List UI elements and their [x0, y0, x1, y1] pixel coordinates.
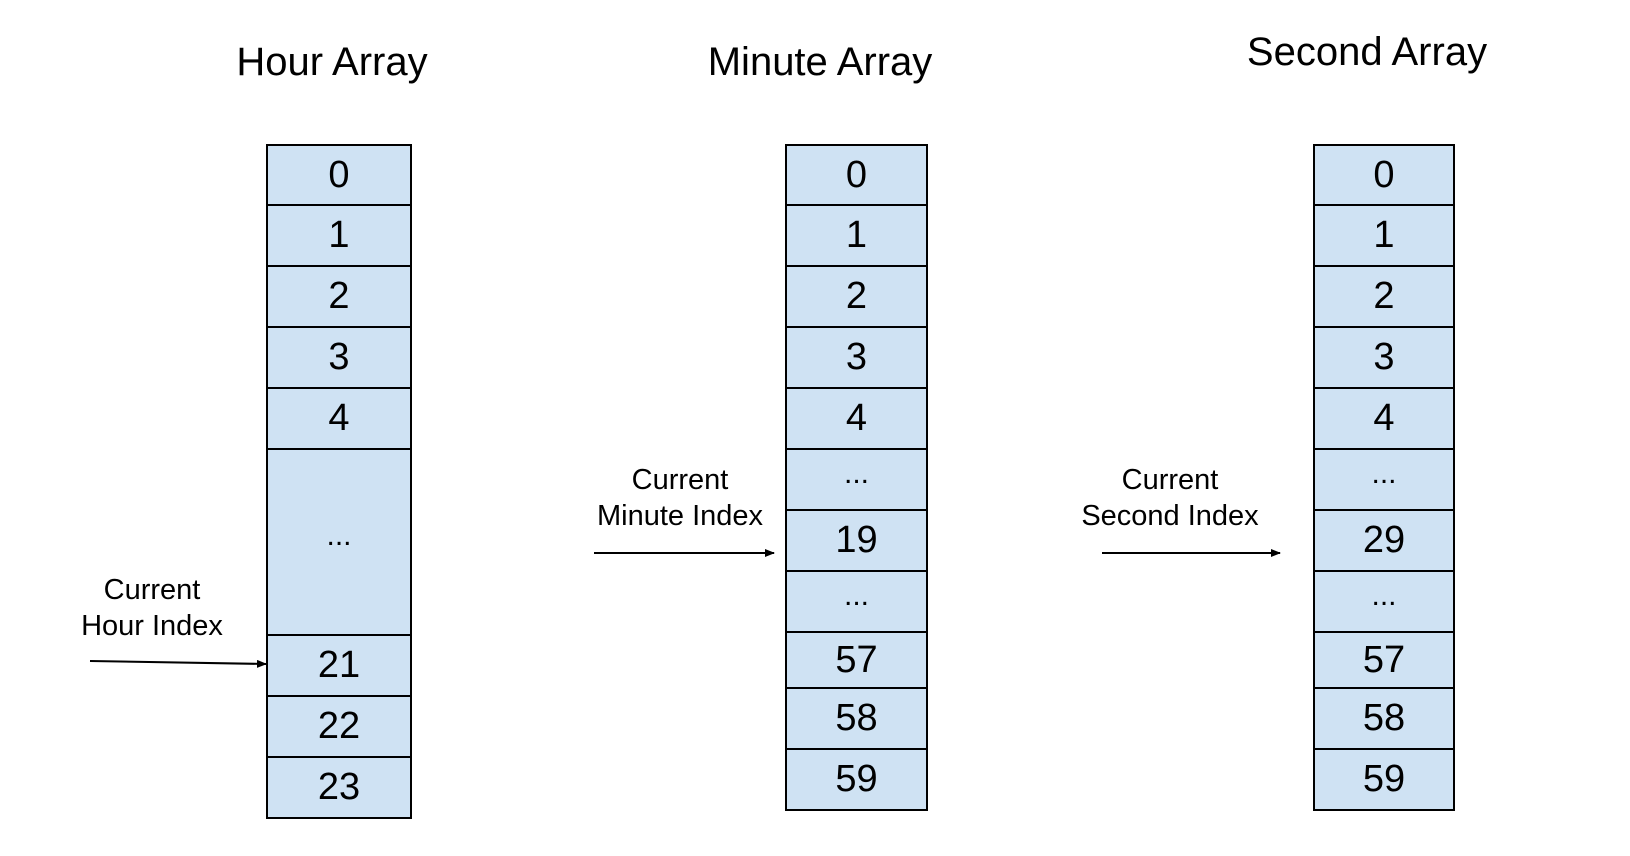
hour-cell: 2 [266, 265, 412, 328]
hour-cell: 0 [266, 144, 412, 206]
minute-cell-value: ... [843, 578, 869, 612]
second-cell: 59 [1313, 748, 1455, 811]
hour-cell: 22 [266, 695, 412, 758]
minute-ellipsis-cell: ... [785, 448, 928, 511]
second-cell-value: 59 [1362, 758, 1406, 800]
label-line: Current [1121, 464, 1219, 496]
second-cell-current: 29 [1313, 509, 1455, 572]
minute-ellipsis-cell: ... [785, 570, 928, 633]
minute-array-title: Minute Array [707, 40, 933, 84]
hour-cell-value: 22 [317, 705, 361, 747]
hour-cell-value: 3 [328, 336, 350, 378]
hour-pointer-arrow [89, 659, 267, 668]
second-cell-value: ... [1371, 456, 1397, 490]
second-cell-value: 29 [1362, 519, 1406, 561]
hour-cell: 23 [266, 756, 412, 819]
minute-cell-value: 59 [835, 758, 878, 800]
second-cell-value: ... [1371, 578, 1397, 612]
hour-cell: 3 [266, 326, 412, 389]
label-line: Current [103, 574, 201, 606]
hour-array: 0 1 2 3 4 ... 21 22 23 [266, 144, 412, 819]
hour-cell-value: 4 [328, 397, 350, 439]
label-line: Minute Index [596, 500, 764, 532]
second-cell: 58 [1313, 687, 1455, 750]
current-minute-index-label: Current Minute Index [590, 462, 770, 534]
current-hour-index-label: Current Hour Index [72, 572, 232, 644]
minute-cell: 4 [785, 387, 928, 450]
second-cell-value: 4 [1373, 397, 1395, 439]
minute-cell-value: ... [843, 456, 869, 490]
minute-cell-value: 57 [835, 638, 878, 681]
second-cell-value: 3 [1373, 336, 1395, 378]
minute-cell: 3 [785, 326, 928, 389]
minute-cell: 59 [785, 748, 928, 811]
minute-cell: 58 [785, 687, 928, 750]
second-cell: 0 [1313, 144, 1455, 206]
label-line: Hour Index [81, 610, 223, 642]
minute-cell-value: 4 [845, 397, 868, 439]
hour-array-title: Hour Array [236, 40, 428, 84]
minute-cell-value: 3 [845, 336, 868, 378]
hour-ellipsis-cell: ... [266, 448, 412, 636]
second-ellipsis-cell: ... [1313, 448, 1455, 511]
hour-cell-value: 0 [328, 153, 350, 196]
current-second-index-label: Current Second Index [1075, 462, 1265, 534]
second-array: 0 1 2 3 4 ... 29 ... 57 58 59 [1313, 144, 1455, 811]
second-cell-value: 57 [1362, 638, 1406, 681]
hour-cell-value: 2 [328, 275, 350, 317]
minute-cell-current: 19 [785, 509, 928, 572]
minute-cell-value: 1 [845, 214, 868, 256]
hour-cell: 1 [266, 204, 412, 267]
second-cell: 3 [1313, 326, 1455, 389]
minute-array: 0 1 2 3 4 ... 19 ... 57 58 59 [785, 144, 928, 811]
minute-cell: 1 [785, 204, 928, 267]
minute-cell-value: 19 [835, 519, 878, 561]
hour-cell-value: 23 [317, 766, 361, 808]
second-cell-value: 0 [1373, 153, 1395, 196]
hour-cell-value: 1 [328, 214, 350, 256]
second-cell: 1 [1313, 204, 1455, 267]
minute-cell-value: 2 [845, 275, 868, 317]
second-cell: 4 [1313, 387, 1455, 450]
label-line: Current [631, 464, 729, 496]
hour-cell-current: 21 [266, 634, 412, 697]
hour-cell-value: 21 [317, 644, 361, 686]
second-array-title: Second Array [1246, 30, 1488, 74]
second-cell: 2 [1313, 265, 1455, 328]
second-cell-value: 1 [1373, 214, 1395, 256]
second-cell-value: 58 [1362, 697, 1406, 739]
minute-cell: 0 [785, 144, 928, 206]
label-line: Second Index [1081, 500, 1259, 532]
minute-cell: 57 [785, 631, 928, 689]
minute-cell-value: 0 [845, 153, 868, 196]
second-cell: 57 [1313, 631, 1455, 689]
second-ellipsis-cell: ... [1313, 570, 1455, 633]
second-cell-value: 2 [1373, 275, 1395, 317]
minute-cell-value: 58 [835, 697, 878, 739]
minute-cell: 2 [785, 265, 928, 328]
hour-cell: 4 [266, 387, 412, 450]
hour-cell-value: ... [326, 519, 352, 552]
